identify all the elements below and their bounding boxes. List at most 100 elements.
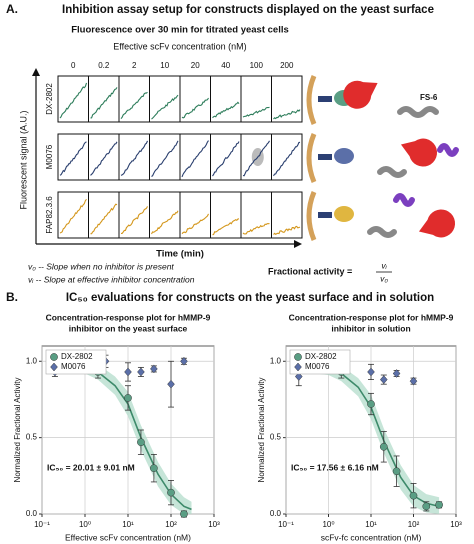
trace-cell xyxy=(240,75,272,123)
trace xyxy=(120,91,148,119)
fraction-numerator: vᵢ xyxy=(381,260,387,270)
trace xyxy=(120,140,149,176)
panel-title: Inhibition assay setup for constructs di… xyxy=(62,4,434,16)
panel-title: IC₅₀ evaluations for constructs on the y… xyxy=(66,292,434,304)
legend-entry: M0076 xyxy=(61,362,86,371)
annotation: IC₅₀ = 20.01 ± 9.01 nM xyxy=(47,462,135,472)
fraction-denominator: v₀ xyxy=(380,273,388,283)
trace xyxy=(181,140,209,178)
yeast-wall xyxy=(306,133,317,183)
trace xyxy=(242,223,270,235)
diamond-point xyxy=(294,372,303,381)
legend-box xyxy=(45,349,107,375)
concentration-label: Effective scFv concentration (nM) xyxy=(113,41,246,51)
protease xyxy=(343,80,378,109)
trace xyxy=(273,109,301,120)
trace xyxy=(90,203,118,235)
y-axis-label: Fluorescent signal (A.U.) xyxy=(18,110,28,209)
trace-cell xyxy=(149,191,181,239)
trace-cell xyxy=(271,191,303,239)
trace-cell xyxy=(179,133,211,181)
trace xyxy=(151,140,179,177)
protease xyxy=(400,138,438,167)
trace xyxy=(90,87,118,119)
concentration: 20 xyxy=(191,61,200,70)
chart-title: inhibitor on the yeast surface xyxy=(69,323,188,333)
row-label: DX-2802 xyxy=(45,83,54,115)
trace xyxy=(212,218,240,236)
arrow-head xyxy=(32,68,40,76)
trace xyxy=(59,198,87,234)
x-tick-label: 10¹ xyxy=(365,520,377,529)
x-tick-label: 10² xyxy=(165,520,177,529)
diamond-point xyxy=(124,367,132,377)
panel-label: A. xyxy=(6,2,18,16)
circle-point xyxy=(409,491,418,500)
trace-cell xyxy=(210,133,242,181)
diamond-point xyxy=(137,367,145,377)
diamond-point xyxy=(167,379,175,389)
trace xyxy=(59,82,88,119)
linker xyxy=(318,212,332,218)
trace-cell xyxy=(57,75,89,123)
circle-point xyxy=(435,500,443,509)
trace xyxy=(121,206,148,234)
legend-entry: DX-2802 xyxy=(305,352,337,361)
chart-title: Concentration-response plot for hMMP-9 xyxy=(289,312,454,322)
y-tick-label: 0.0 xyxy=(26,509,38,518)
arrow-head xyxy=(294,240,302,248)
substrate xyxy=(437,143,459,157)
circle-point xyxy=(367,400,375,408)
y-tick-label: 0.5 xyxy=(26,433,38,442)
trace-cell xyxy=(210,75,242,123)
x-tick-label: 10⁻¹ xyxy=(278,520,294,529)
x-tick-label: 10¹ xyxy=(122,520,134,529)
legend-entry: DX-2802 xyxy=(61,352,93,361)
fraction-label: Fractional activity = xyxy=(268,266,352,276)
x-axis-label: scFv-fc concentration (nM) xyxy=(321,532,422,542)
trace-cell xyxy=(240,191,272,239)
trace xyxy=(181,213,209,235)
concentration: 200 xyxy=(280,61,294,70)
concentration: 40 xyxy=(221,61,230,70)
concentration: 100 xyxy=(250,61,264,70)
y-axis-label: Normalized Fractional Activity xyxy=(13,378,22,483)
concentration: 0.2 xyxy=(98,61,110,70)
x-tick-label: 10⁰ xyxy=(79,520,91,529)
trace xyxy=(181,97,209,119)
trace xyxy=(273,225,301,235)
fit-band xyxy=(298,359,440,514)
legend-marker xyxy=(50,362,58,372)
x-tick-label: 10⁰ xyxy=(322,520,334,529)
concentration: 10 xyxy=(160,61,169,70)
y-tick-label: 0.5 xyxy=(270,433,282,442)
linker xyxy=(318,96,332,102)
trace xyxy=(273,141,301,177)
panel-subtitle: Fluorescence over 30 min for titrated ye… xyxy=(71,25,289,36)
y-tick-label: 1.0 xyxy=(270,356,282,365)
diamond-point xyxy=(409,376,418,386)
x-tick-label: 10³ xyxy=(208,520,220,529)
trace-cell xyxy=(210,191,242,239)
legend-marker xyxy=(294,353,302,361)
chart-title: inhibitor in solution xyxy=(331,323,410,333)
legend-marker xyxy=(50,353,58,361)
x-axis-label: Time (min) xyxy=(156,249,204,260)
circle-point xyxy=(422,502,431,511)
substrate xyxy=(367,226,397,238)
cartoons xyxy=(306,75,459,241)
yeast-wall xyxy=(306,75,317,125)
circle-point xyxy=(124,394,132,402)
circle-point xyxy=(150,464,158,473)
x-axis-label: Effective scFv concentration (nM) xyxy=(65,532,191,542)
concentration: 0 xyxy=(71,61,76,70)
trace xyxy=(242,106,270,118)
x-tick-label: 10² xyxy=(408,520,420,529)
trace xyxy=(90,141,118,176)
x-tick-label: 10³ xyxy=(450,520,462,529)
circle-point xyxy=(379,442,388,451)
circle-point xyxy=(180,510,188,518)
legend-text: vᵢ -- Slope at effective inhibitor conce… xyxy=(28,274,195,284)
circle-point xyxy=(392,467,401,476)
trace xyxy=(59,141,87,176)
